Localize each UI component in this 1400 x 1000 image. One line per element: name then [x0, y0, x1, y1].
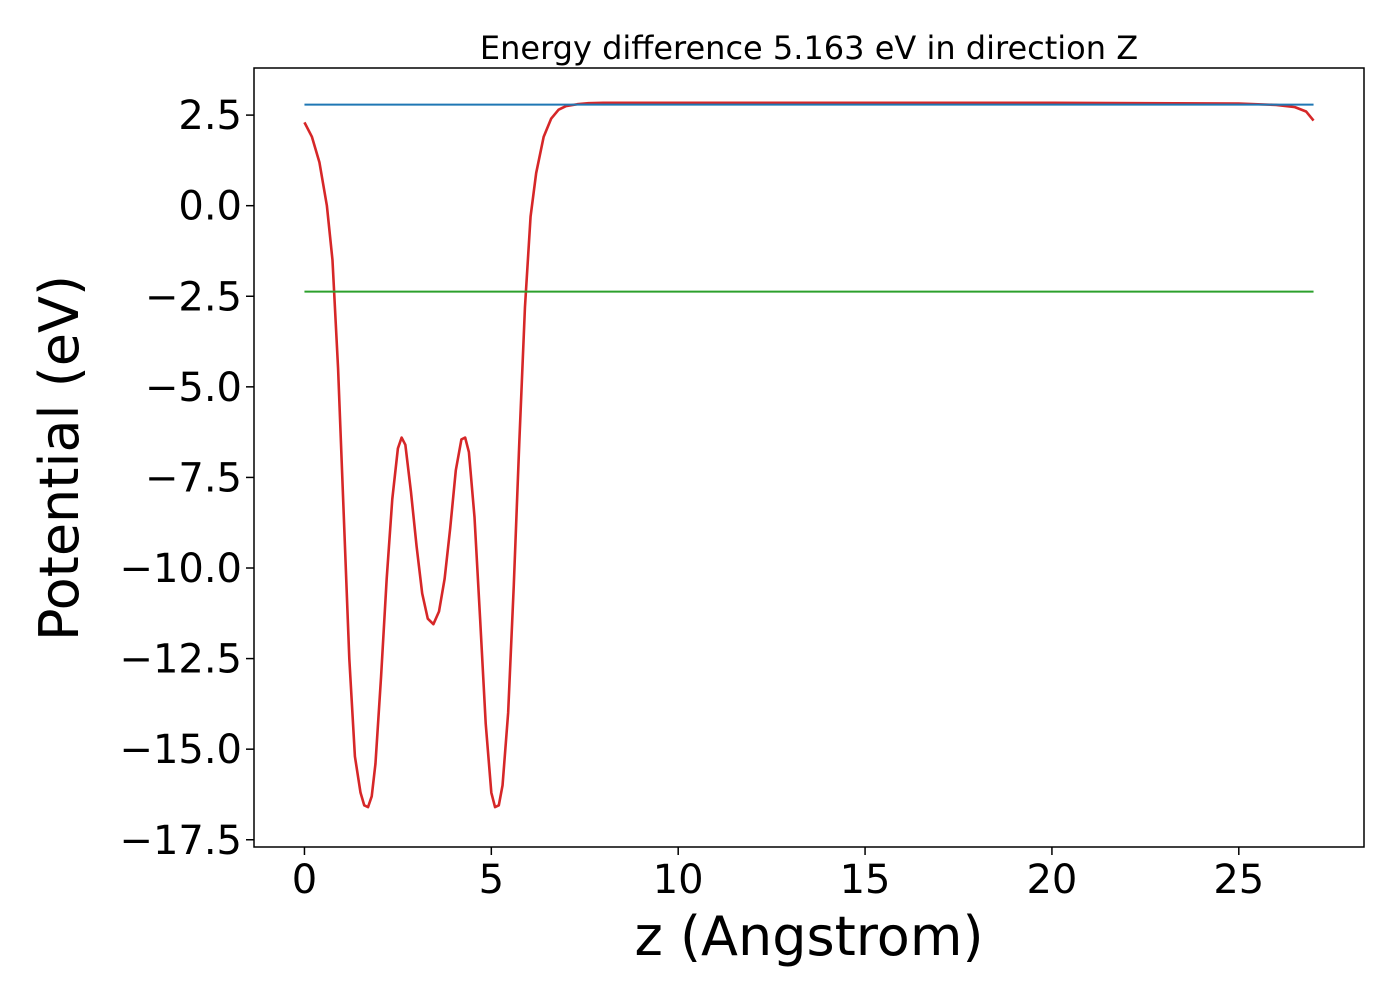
y-tick-label: −2.5 [145, 274, 242, 320]
plot-frame [253, 67, 1365, 848]
y-tick-label: −17.5 [119, 818, 242, 864]
y-tick-label: −10.0 [119, 546, 242, 592]
plot-area [303, 101, 1315, 809]
y-tick-label: 0.0 [178, 184, 242, 230]
x-tick-label: 20 [1026, 857, 1077, 903]
axis-ticks: 0 5 10 15 20 25 2.5 0.0 −2.5 −5.0 −7.5 −10.0 −12.5 −1… [119, 93, 1264, 903]
y-tick-label: −12.5 [119, 637, 242, 683]
x-axis-label: z (Angstrom) [634, 905, 983, 968]
potential-series-line [303, 101, 1315, 809]
x-tick-label: 0 [292, 857, 317, 903]
y-tick-label: 2.5 [178, 93, 242, 139]
chart-title: Energy difference 5.163 eV in direction … [480, 29, 1138, 67]
x-tick-label: 25 [1213, 857, 1264, 903]
y-tick-label: −5.0 [145, 365, 242, 411]
x-tick-label: 10 [653, 857, 704, 903]
x-tick-label: 5 [479, 857, 504, 903]
x-tick-label: 15 [840, 857, 891, 903]
y-tick-label: −15.0 [119, 727, 242, 773]
y-tick-label: −7.5 [145, 455, 242, 501]
y-axis-label: Potential (eV) [28, 275, 91, 641]
